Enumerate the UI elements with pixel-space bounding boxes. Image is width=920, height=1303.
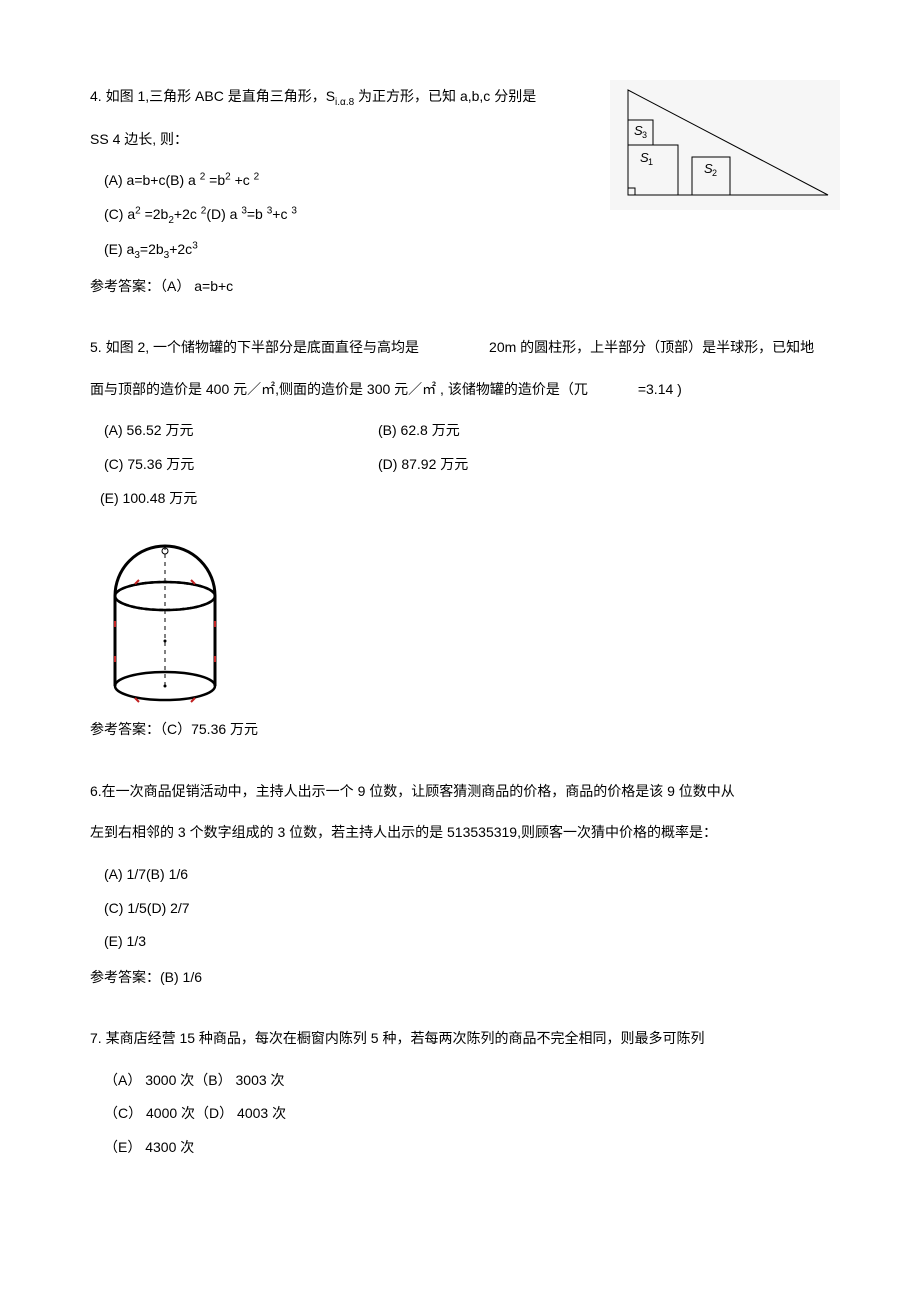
q7-stem: 7. 某商店经营 15 种商品，每次在橱窗内陈列 5 种，若每两次陈列的商品不完…: [90, 1022, 840, 1056]
q5-stem-line2: 面与顶部的造价是 400 元／㎡,侧面的造价是 300 元／㎡ , 该储物罐的造…: [90, 373, 840, 407]
figure-2: [90, 521, 840, 711]
figure-1: S1 S2 S3: [610, 80, 840, 210]
q5-option-b: (B) 62.8 万元: [364, 414, 460, 448]
q7-option-cd: （C） 4000 次（D） 4003 次: [90, 1097, 840, 1131]
q5-options-row1: (A) 56.52 万元 (B) 62.8 万元: [90, 414, 840, 448]
text: (C) 1/5: [104, 900, 147, 916]
text: (E) a: [104, 241, 134, 257]
text: (A) a=b+c: [104, 172, 165, 188]
text: =b: [247, 206, 267, 222]
q5-option-d: (D) 87.92 万元: [364, 448, 468, 482]
text: 4. 如图 1,三角形 ABC 是直角三角形，S: [90, 88, 335, 104]
exp: 3: [291, 205, 297, 216]
text: +2c: [169, 241, 192, 257]
question-5: 5. 如图 2, 一个储物罐的下半部分是底面直径与高均是 20m 的圆柱形，上半部…: [90, 331, 840, 747]
question-6: 6.在一次商品促销活动中，主持人出示一个 9 位数，让顾客猜测商品的价格，商品的…: [90, 775, 840, 995]
text: +2c: [174, 206, 201, 222]
exp: 2: [254, 172, 260, 183]
text: (B) 1/6: [146, 866, 188, 882]
q5-option-c: (C) 75.36 万元: [90, 448, 364, 482]
text: =b: [205, 172, 225, 188]
svg-text:1: 1: [648, 157, 653, 167]
q6-option-cd: (C) 1/5(D) 2/7: [90, 892, 840, 926]
question-4: S1 S2 S3 4. 如图 1,三角形 ABC 是直角三角形，Si.α.8 为…: [90, 80, 840, 303]
text: (C) a: [104, 206, 135, 222]
text: 为正方形，已知 a,b,c 分别是: [354, 88, 536, 104]
text: =3.14 ): [638, 381, 682, 397]
text: 面与顶部的造价是 400 元／㎡,侧面的造价是 300 元／㎡ , 该储物罐的造…: [90, 381, 588, 397]
q5-options-row2: (C) 75.36 万元 (D) 87.92 万元: [90, 448, 840, 482]
q6-option-ab: (A) 1/7(B) 1/6: [90, 858, 840, 892]
q6-stem-line2: 左到右相邻的 3 个数字组成的 3 位数，若主持人出示的是 513535319,…: [90, 816, 840, 850]
text: i.α.8: [335, 97, 354, 108]
question-7: 7. 某商店经营 15 种商品，每次在橱窗内陈列 5 种，若每两次陈列的商品不完…: [90, 1022, 840, 1164]
q4-answer: 参考答案：（A） a=b+c: [90, 270, 840, 304]
q6-stem-line1: 6.在一次商品促销活动中，主持人出示一个 9 位数，让顾客猜测商品的价格，商品的…: [90, 775, 840, 809]
text: (B) a: [165, 172, 199, 188]
q6-option-e: (E) 1/3: [90, 925, 840, 959]
text: (D) 2/7: [147, 900, 190, 916]
text: 20m 的圆柱形，上半部分（顶部）是半球形，已知地: [489, 339, 814, 355]
text: （C） 4000 次: [104, 1105, 195, 1121]
q7-option-ab: （A） 3000 次（B） 3003 次: [90, 1064, 840, 1098]
text: (A) 1/7: [104, 866, 146, 882]
text: （D） 4003 次: [195, 1105, 286, 1121]
svg-text:3: 3: [642, 130, 647, 140]
q4-option-e: (E) a3=2b3+2c3: [90, 233, 840, 268]
text: =2b: [140, 241, 164, 257]
text: +c: [272, 206, 291, 222]
q6-answer: 参考答案：(B) 1/6: [90, 961, 840, 995]
q5-answer: 参考答案：（C）75.36 万元: [90, 713, 840, 747]
text: =2b: [141, 206, 169, 222]
text: (D) a: [206, 206, 241, 222]
text: （B） 3003 次: [194, 1072, 284, 1088]
q7-option-e: （E） 4300 次: [90, 1131, 840, 1165]
q5-option-e: (E) 100.48 万元: [90, 482, 840, 516]
text: +c: [231, 172, 254, 188]
text: （A） 3000 次: [104, 1072, 194, 1088]
q5-stem-line1: 5. 如图 2, 一个储物罐的下半部分是底面直径与高均是 20m 的圆柱形，上半部…: [90, 331, 840, 365]
exp: 3: [192, 240, 198, 251]
q5-option-a: (A) 56.52 万元: [90, 414, 364, 448]
text: 5. 如图 2, 一个储物罐的下半部分是底面直径与高均是: [90, 339, 419, 355]
svg-text:2: 2: [712, 168, 717, 178]
